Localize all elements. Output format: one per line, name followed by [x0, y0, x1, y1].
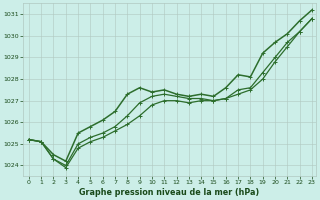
X-axis label: Graphe pression niveau de la mer (hPa): Graphe pression niveau de la mer (hPa) [79, 188, 259, 197]
